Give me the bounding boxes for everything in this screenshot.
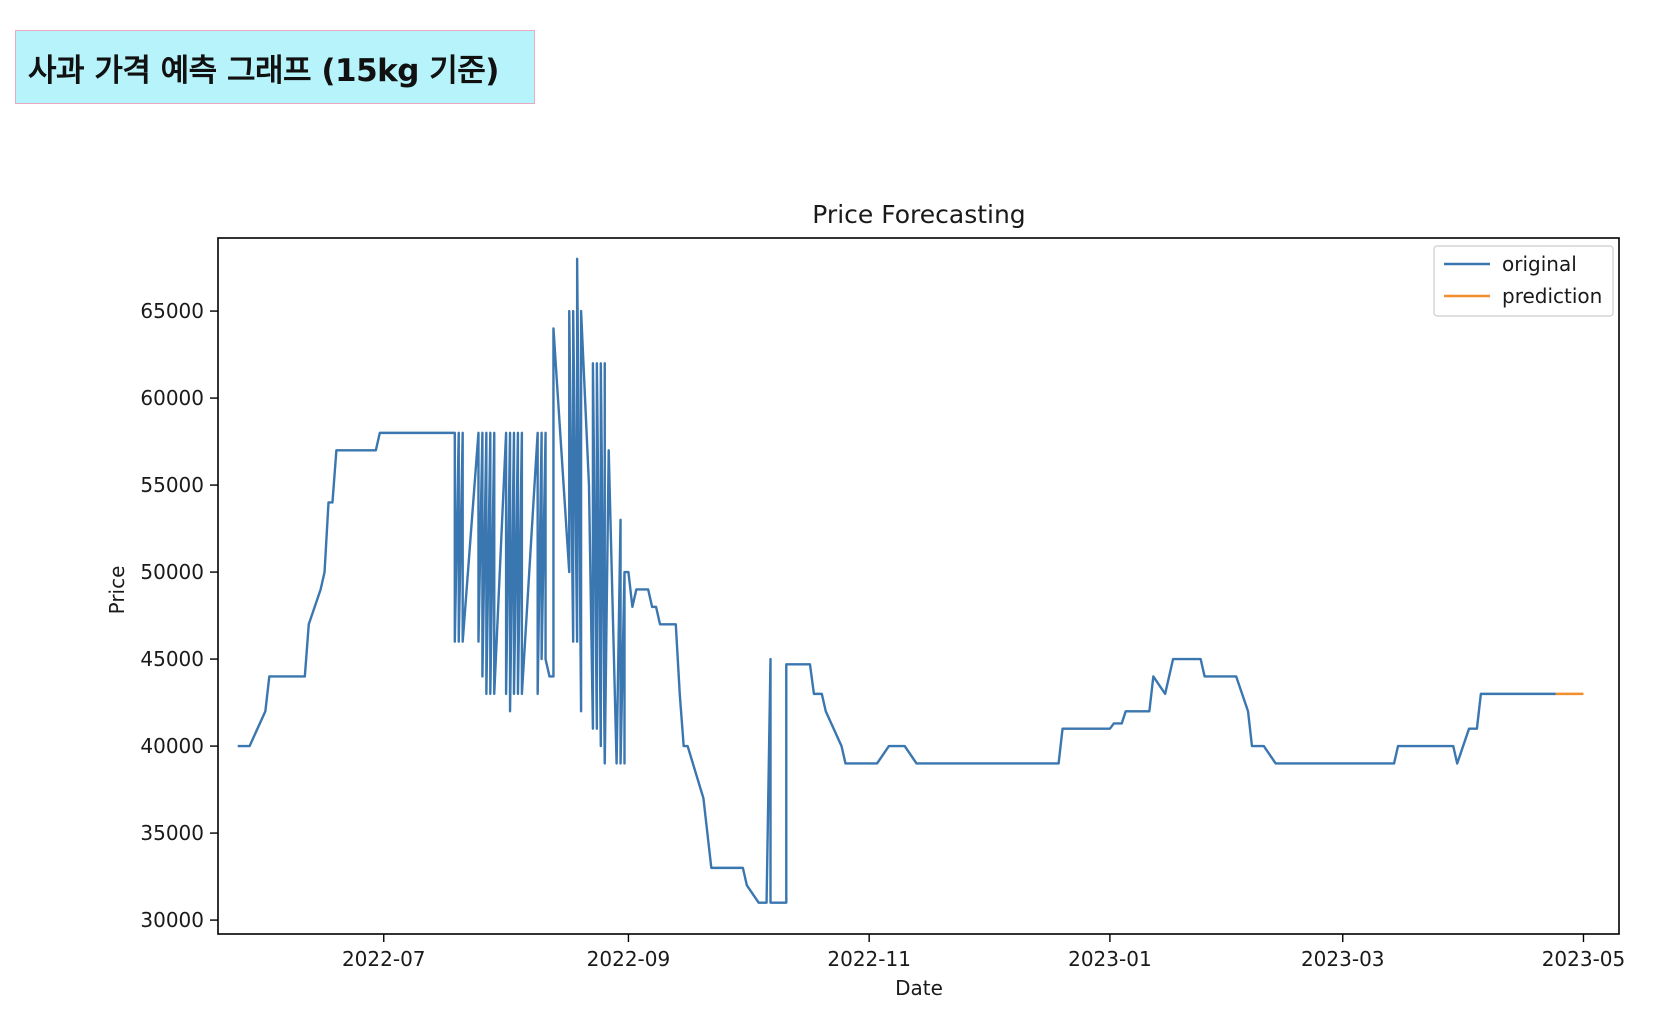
y-axis: 30000 35000 40000 45000 50000 55000 60000 65000	[140, 299, 218, 932]
series-line-original	[237, 257, 1556, 904]
series-layer	[237, 257, 1584, 904]
x-tick-label: 2022-07	[342, 947, 426, 971]
x-tick-label: 2022-11	[827, 947, 911, 971]
y-tick-label: 55000	[140, 473, 204, 497]
x-tick-label: 2023-05	[1542, 947, 1626, 971]
y-tick-label: 45000	[140, 647, 204, 671]
y-tick-label: 35000	[140, 821, 204, 845]
x-axis: 2022-07 2022-09 2022-11 2023-01 2023-03 2023-…	[342, 934, 1625, 971]
legend: original prediction	[1433, 245, 1614, 317]
legend-label-prediction: prediction	[1502, 284, 1602, 308]
header-badge: 사과 가격 예측 그래프 (15kg 기준)	[15, 30, 535, 104]
y-tick-label: 30000	[140, 908, 204, 932]
y-tick-label: 40000	[140, 734, 204, 758]
page-title: 사과 가격 예측 그래프 (15kg 기준)	[28, 52, 499, 89]
y-tick-label: 50000	[140, 560, 204, 584]
legend-label-original: original	[1502, 252, 1577, 276]
plot-frame	[217, 237, 1620, 935]
y-tick-label: 60000	[140, 386, 204, 410]
x-tick-label: 2022-09	[587, 947, 671, 971]
y-tick-label: 65000	[140, 299, 204, 323]
x-axis-label: Date	[895, 976, 943, 1000]
x-tick-label: 2023-01	[1068, 947, 1152, 971]
chart-title: Price Forecasting	[812, 200, 1025, 229]
y-axis-label: Price	[105, 566, 129, 615]
x-tick-label: 2023-03	[1301, 947, 1385, 971]
